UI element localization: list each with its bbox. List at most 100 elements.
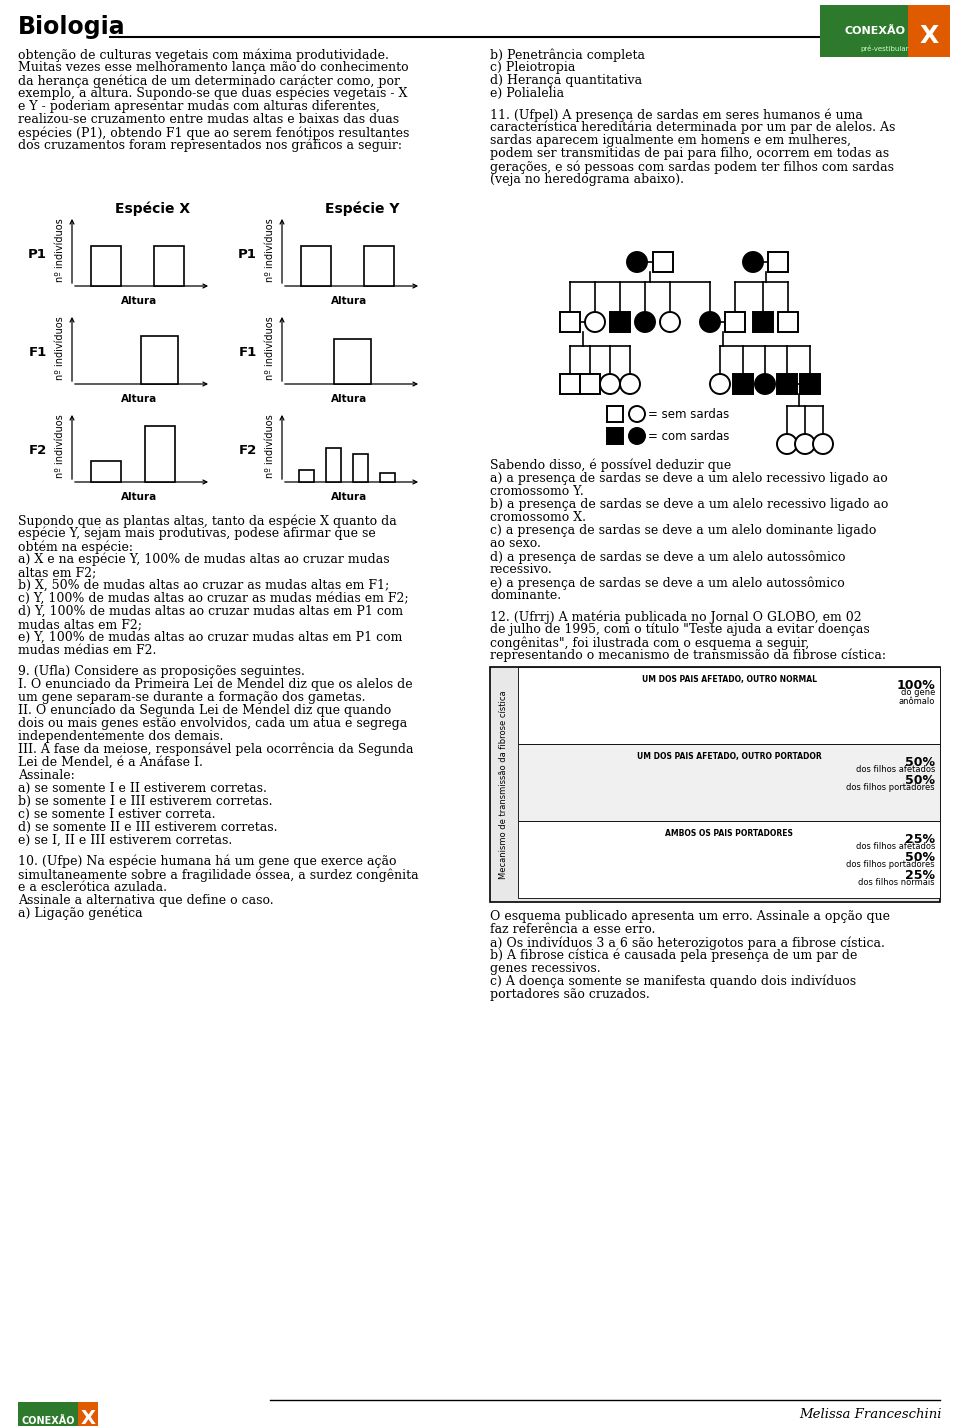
Text: anômalo: anômalo	[899, 697, 935, 706]
Text: d) a presença de sardas se deve a um alelo autossômico: d) a presença de sardas se deve a um ale…	[490, 550, 846, 563]
Text: e) a presença de sardas se deve a um alelo autossômico: e) a presença de sardas se deve a um ale…	[490, 576, 845, 589]
Text: P1: P1	[28, 248, 47, 261]
Text: pré-vestibular: pré-vestibular	[861, 46, 909, 51]
Text: obtém na espécie:: obtém na espécie:	[18, 540, 133, 553]
Circle shape	[635, 312, 655, 332]
Circle shape	[743, 252, 763, 272]
Text: congênitas", foi ilustrada com o esquema a seguir,: congênitas", foi ilustrada com o esquema…	[490, 636, 809, 649]
Text: e) se I, II e III estiverem corretas.: e) se I, II e III estiverem corretas.	[18, 834, 232, 847]
Text: F2: F2	[29, 443, 47, 456]
Text: Assinale a alternativa que define o caso.: Assinale a alternativa que define o caso…	[18, 894, 274, 907]
Bar	[325, 448, 341, 482]
Text: III. A fase da meiose, responsável pela ocorrência da Segunda: III. A fase da meiose, responsável pela …	[18, 743, 414, 757]
Bar	[800, 374, 820, 394]
Text: e) Y, 100% de mudas altas ao cruzar mudas altas em P1 com: e) Y, 100% de mudas altas ao cruzar muda…	[18, 630, 402, 645]
Text: Altura: Altura	[121, 297, 157, 307]
Text: podem ser transmitidas de pai para filho, ocorrem em todas as: podem ser transmitidas de pai para filho…	[490, 147, 889, 160]
Text: b) a presença de sardas se deve a um alelo recessivo ligado ao: b) a presença de sardas se deve a um ale…	[490, 498, 888, 511]
Text: dos filhos portadores: dos filhos portadores	[847, 783, 935, 791]
Text: a) Ligação genética: a) Ligação genética	[18, 907, 143, 921]
Text: dominante.: dominante.	[490, 589, 562, 602]
Text: altas em F2;: altas em F2;	[18, 566, 96, 579]
Circle shape	[627, 252, 647, 272]
Text: representando o mecanismo de transmissão da fibrose cística:: representando o mecanismo de transmissão…	[490, 649, 886, 663]
Text: dos filhos normais: dos filhos normais	[858, 878, 935, 887]
Text: 50%: 50%	[905, 756, 935, 769]
Text: AMBOS OS PAIS PORTADORES: AMBOS OS PAIS PORTADORES	[665, 829, 793, 838]
Text: espécies (P1), obtendo F1 que ao serem fenótipos resultantes: espécies (P1), obtendo F1 que ao serem f…	[18, 125, 409, 140]
Circle shape	[660, 312, 680, 332]
Bar	[753, 312, 773, 332]
Text: e Y - poderiam apresentar mudas com alturas diferentes,: e Y - poderiam apresentar mudas com altu…	[18, 100, 380, 113]
Bar	[580, 374, 600, 394]
Text: Lei de Mendel, é a Anáfase I.: Lei de Mendel, é a Anáfase I.	[18, 756, 203, 769]
Circle shape	[600, 374, 620, 394]
Text: c) Y, 100% de mudas altas ao cruzar as mudas médias em F2;: c) Y, 100% de mudas altas ao cruzar as m…	[18, 592, 409, 605]
Bar	[18, 1402, 98, 1426]
Bar	[155, 247, 184, 287]
Text: nº indivíduos: nº indivíduos	[265, 414, 275, 478]
Text: dos cruzamentos foram representados nos gráficos a seguir:: dos cruzamentos foram representados nos …	[18, 138, 402, 153]
Text: X: X	[920, 24, 939, 48]
Text: mudas altas em F2;: mudas altas em F2;	[18, 617, 142, 630]
Text: Muitas vezes esse melhoramento lança mão do conhecimento: Muitas vezes esse melhoramento lança mão…	[18, 61, 409, 74]
Text: Assinale:: Assinale:	[18, 769, 75, 781]
Text: a) se somente I e II estiverem corretas.: a) se somente I e II estiverem corretas.	[18, 781, 267, 796]
Bar	[91, 461, 121, 482]
Text: portadores são cruzados.: portadores são cruzados.	[490, 988, 650, 1001]
Circle shape	[700, 312, 720, 332]
Text: c) A doença somente se manifesta quando dois indivíduos: c) A doença somente se manifesta quando …	[490, 975, 856, 988]
Text: d) Herança quantitativa: d) Herança quantitativa	[490, 74, 642, 87]
Text: Biologia: Biologia	[18, 16, 126, 39]
Circle shape	[629, 406, 645, 422]
Circle shape	[585, 312, 605, 332]
Circle shape	[710, 374, 730, 394]
Bar	[91, 247, 121, 287]
Text: Espécie X: Espécie X	[115, 202, 190, 217]
Text: Supondo que as plantas altas, tanto da espécie X quanto da: Supondo que as plantas altas, tanto da e…	[18, 513, 396, 528]
Text: F2: F2	[239, 443, 257, 456]
Bar	[778, 312, 798, 332]
Text: simultaneamente sobre a fragilidade óssea, a surdez congênita: simultaneamente sobre a fragilidade ósse…	[18, 868, 419, 881]
Text: nº indivíduos: nº indivíduos	[265, 218, 275, 282]
Text: Melissa Franceschini: Melissa Franceschini	[800, 1407, 942, 1420]
Text: = com sardas: = com sardas	[648, 429, 730, 442]
Bar	[610, 312, 630, 332]
Text: CONEXÃO: CONEXÃO	[21, 1416, 75, 1426]
Text: d) Y, 100% de mudas altas ao cruzar mudas altas em P1 com: d) Y, 100% de mudas altas ao cruzar muda…	[18, 605, 403, 617]
Text: nº indivíduos: nº indivíduos	[55, 414, 65, 478]
Text: dos filhos portadores: dos filhos portadores	[847, 860, 935, 868]
Text: c) se somente I estiver correta.: c) se somente I estiver correta.	[18, 809, 215, 821]
Text: do gene: do gene	[900, 687, 935, 697]
Bar	[777, 374, 797, 394]
Text: c) Pleiotropia: c) Pleiotropia	[490, 61, 575, 74]
Text: dos filhos afetados: dos filhos afetados	[855, 764, 935, 774]
Text: cromossomo Y.: cromossomo Y.	[490, 485, 584, 498]
Text: e) Polialelia: e) Polialelia	[490, 87, 564, 100]
Text: F1: F1	[239, 345, 257, 358]
Text: b) Penetrância completa: b) Penetrância completa	[490, 48, 645, 61]
Text: dos filhos afetados: dos filhos afetados	[855, 841, 935, 851]
Bar	[908, 6, 950, 57]
Bar	[768, 252, 788, 272]
Text: UM DOS PAIS AFETADO, OUTRO NORMAL: UM DOS PAIS AFETADO, OUTRO NORMAL	[641, 674, 817, 684]
Text: Altura: Altura	[121, 492, 157, 502]
Text: a) a presença de sardas se deve a um alelo recessivo ligado ao: a) a presença de sardas se deve a um ale…	[490, 472, 888, 485]
Bar	[725, 312, 745, 332]
Text: 25%: 25%	[905, 833, 935, 846]
Bar	[353, 455, 368, 482]
Bar	[607, 406, 623, 422]
Bar	[518, 744, 940, 821]
Text: UM DOS PAIS AFETADO, OUTRO PORTADOR: UM DOS PAIS AFETADO, OUTRO PORTADOR	[636, 752, 822, 761]
Text: genes recessivos.: genes recessivos.	[490, 963, 601, 975]
Text: 100%: 100%	[897, 679, 935, 692]
Circle shape	[629, 428, 645, 443]
Bar	[365, 247, 394, 287]
Bar	[733, 374, 753, 394]
Text: e a esclerótica azulada.: e a esclerótica azulada.	[18, 881, 167, 894]
Text: mudas médias em F2.: mudas médias em F2.	[18, 645, 156, 657]
Text: CONEXÃO: CONEXÃO	[845, 26, 905, 36]
Text: faz referência a esse erro.: faz referência a esse erro.	[490, 923, 656, 935]
Text: I. O enunciado da Primeira Lei de Mendel diz que os alelos de: I. O enunciado da Primeira Lei de Mendel…	[18, 677, 413, 692]
Text: nº indivíduos: nº indivíduos	[55, 317, 65, 379]
